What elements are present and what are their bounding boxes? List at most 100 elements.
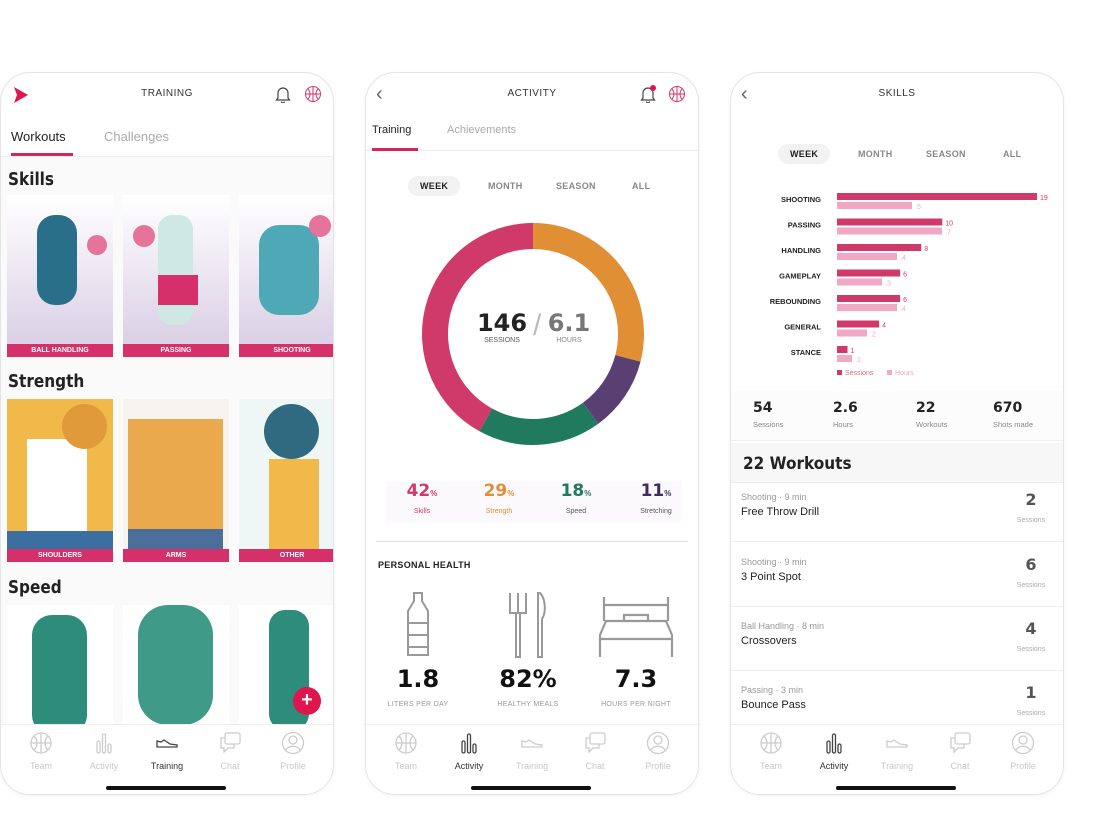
nav-profile[interactable]: Profile (263, 731, 323, 771)
tab-challenges[interactable]: Challenges (104, 129, 170, 144)
card-shoulders[interactable]: SHOULDERS (7, 399, 113, 562)
bar-hours (837, 304, 897, 311)
nav-activity[interactable]: Activity (439, 731, 499, 771)
health-value: 7.3 (614, 665, 658, 693)
card-shooting[interactable]: SHOOTING (239, 195, 333, 357)
donut-segment-speed (479, 402, 599, 445)
add-button[interactable]: + (293, 687, 321, 715)
nav-team[interactable]: Team (376, 731, 436, 771)
bar-sessions (837, 320, 880, 328)
category-label: PASSING (788, 221, 821, 230)
bar-label-sessions: 6 (903, 272, 907, 279)
period-season[interactable]: SEASON (556, 181, 596, 191)
basketball-icon[interactable] (304, 85, 322, 103)
count-unit: Sessions (1016, 517, 1046, 524)
workout-meta: Passing · 3 min (741, 685, 804, 695)
health-sleep: 7.3 HOURS PER NIGHT (586, 665, 686, 711)
period-week[interactable]: WEEK (408, 176, 461, 196)
basketball-icon (394, 731, 418, 755)
workouts-title: 22 Workouts (743, 454, 852, 474)
header: TRAINING (1, 73, 333, 115)
card-speed-3[interactable] (239, 605, 333, 735)
session-count: 4 Sessions (1011, 619, 1051, 656)
tab-achievements[interactable]: Achievements (447, 124, 517, 136)
section-title: Skills (8, 169, 55, 190)
period-season[interactable]: SEASON (926, 149, 966, 159)
nav-activity[interactable]: Activity (804, 731, 864, 771)
basketball-icon (759, 731, 783, 755)
hours-label: HOURS (556, 337, 582, 344)
stat-hours: 2.6 Hours (833, 399, 895, 429)
stat-label: Workouts (916, 420, 948, 429)
nav-label: Activity (89, 761, 119, 771)
card-label: BALL HANDLING (7, 344, 113, 357)
nav-team[interactable]: Team (741, 731, 801, 771)
card-arms[interactable]: ARMS (123, 399, 229, 562)
category-label: HANDLING (781, 246, 821, 255)
nav-profile[interactable]: Profile (993, 731, 1053, 771)
card-label: SHOULDERS (7, 549, 113, 562)
tab-bar: Training Achievements (366, 115, 698, 151)
health-label: HEALTHY MEALS (497, 701, 559, 708)
bar-hours (837, 329, 867, 337)
workout-categories: Skills BALL HANDLING PASSING SHOOTING St… (1, 157, 333, 735)
card-speed-2[interactable] (123, 605, 229, 735)
bar-label-sessions: 19 (1040, 195, 1048, 202)
sneaker-icon (885, 731, 909, 755)
card-label: ARMS (123, 549, 229, 562)
activity-donut-chart (422, 223, 644, 445)
pct-skills: 42% Skills (392, 481, 452, 515)
bar-label-sessions: 8 (924, 246, 928, 253)
card-ball-handling[interactable]: BALL HANDLING (7, 195, 113, 357)
bar-label-sessions: 6 (903, 297, 907, 304)
health-value: 82% (499, 665, 557, 693)
tab-training[interactable]: Training (372, 124, 412, 136)
bar-label-sessions: 1 (851, 348, 855, 355)
nav-label: Chat (220, 761, 240, 771)
back-icon[interactable]: ‹ (741, 83, 748, 105)
session-count: 1 Sessions (1011, 683, 1051, 720)
basketball-icon[interactable] (668, 85, 686, 103)
workouts-header: 22 Workouts (731, 443, 1063, 483)
nav-label: Team (759, 761, 782, 771)
active-tab-indicator (11, 153, 73, 156)
period-all[interactable]: ALL (1003, 149, 1022, 159)
period-month[interactable]: MONTH (858, 149, 893, 159)
workout-name: Free Throw Drill (741, 506, 820, 518)
tab-workouts[interactable]: Workouts (11, 129, 66, 144)
card-speed-1[interactable] (7, 605, 113, 735)
nav-chat[interactable]: Chat (200, 731, 260, 771)
health-meals: 82% HEALTHY MEALS (478, 665, 578, 711)
nav-team[interactable]: Team (11, 731, 71, 771)
nav-training[interactable]: Training (867, 731, 927, 771)
nav-training[interactable]: Training (502, 731, 562, 771)
bar-hours (837, 355, 852, 362)
bar-hours (837, 253, 897, 260)
workout-item[interactable]: Shooting · 9 min 3 Point Spot 6 Sessions (731, 543, 1063, 607)
back-icon[interactable]: ‹ (376, 83, 383, 105)
card-passing[interactable]: PASSING (123, 195, 229, 357)
nav-training[interactable]: Training (137, 731, 197, 771)
period-all[interactable]: ALL (632, 181, 651, 191)
nav-chat[interactable]: Chat (565, 731, 625, 771)
chat-icon (218, 731, 242, 755)
nav-activity[interactable]: Activity (74, 731, 134, 771)
card-other[interactable]: OTHER (239, 399, 333, 562)
bottom-nav: Team Activity Training Chat Profile (1, 724, 333, 794)
category-label: SHOOTING (781, 195, 821, 204)
profile-icon (1011, 731, 1035, 755)
period-month[interactable]: MONTH (488, 181, 523, 191)
category-label: STANCE (791, 348, 821, 357)
pct-unit: % (430, 489, 438, 498)
nav-chat[interactable]: Chat (930, 731, 990, 771)
bar-chart-icon (92, 731, 116, 755)
bell-icon[interactable] (275, 85, 291, 103)
nav-profile[interactable]: Profile (628, 731, 688, 771)
bar-label-hours: .2 (870, 332, 876, 339)
period-week[interactable]: WEEK (778, 144, 831, 164)
workout-item[interactable]: Ball Handling · 8 min Crossovers 4 Sessions (731, 607, 1063, 671)
sessions-total: 146 SESSIONS (476, 309, 528, 344)
workout-item[interactable]: Shooting · 9 min Free Throw Drill 2 Session… (731, 478, 1063, 542)
nav-label: Training (150, 761, 184, 771)
stat-label: Sessions (753, 420, 784, 429)
